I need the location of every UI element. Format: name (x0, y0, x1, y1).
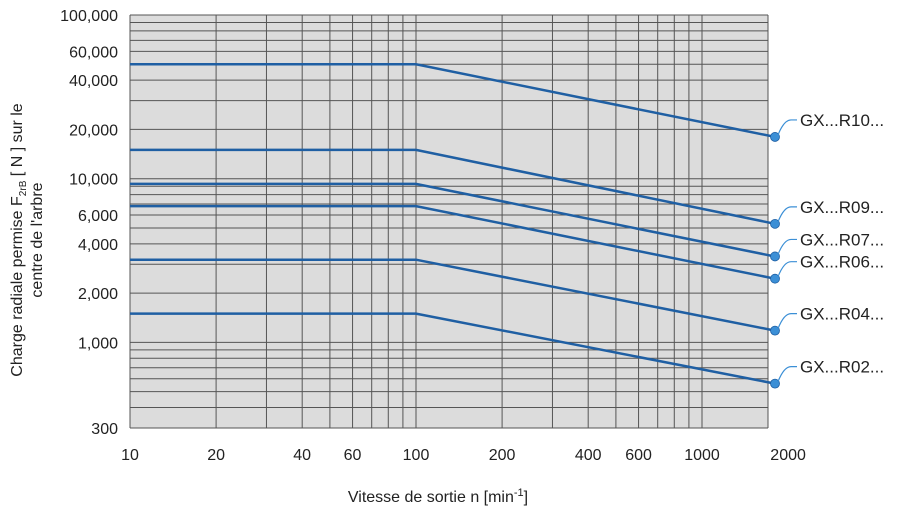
svg-text:centre de l'arbre: centre de l'arbre (29, 182, 46, 297)
x-tick-label: 20 (207, 447, 225, 464)
x-tick-label: 1000 (684, 447, 720, 464)
y-tick-label: 1,000 (78, 335, 118, 352)
label-leader-line (777, 366, 798, 382)
series-label: GX...R10... (800, 111, 884, 130)
series-label: GX...R04... (800, 305, 884, 324)
series-line (130, 182, 776, 258)
x-tick-label: 200 (489, 447, 516, 464)
grid-lines (129, 14, 769, 429)
x-tick-labels: 10 20 40 60 100 200 400 600 1000 2000 (121, 447, 806, 464)
svg-text:Charge radiale permise F2rB [: Charge radiale permise F2rB [ N ] sur le (9, 103, 29, 377)
series-line (130, 63, 776, 139)
series-end-marker (770, 251, 780, 262)
series-line (130, 148, 776, 226)
series-end-marker (770, 273, 780, 284)
y-tick-label: 10,000 (69, 172, 118, 189)
series-end-marker (770, 132, 780, 142)
y-tick-label: 4,000 (78, 237, 118, 254)
label-leader-line (777, 206, 798, 223)
x-tick-label: 400 (575, 447, 602, 464)
y-tick-label: 40,000 (69, 73, 118, 90)
series-line (130, 312, 776, 385)
series-line (130, 204, 776, 280)
x-tick-label: 40 (293, 447, 311, 464)
x-tick-label: 10 (121, 447, 139, 464)
y-tick-label: 2,000 (78, 286, 118, 303)
series-label: GX...R09... (800, 198, 884, 217)
x-tick-label: 60 (344, 447, 362, 464)
series-labels: GX...R10... GX...R09... GX...R07... GX...R0… (777, 111, 884, 382)
series-end-marker (770, 378, 780, 389)
series-line (130, 258, 776, 332)
plot-background (130, 15, 768, 428)
y-tick-label: 300 (91, 421, 118, 438)
y-tick-label: 60,000 (69, 44, 118, 61)
series-label: GX...R06... (800, 253, 884, 272)
series-label: GX...R02... (800, 358, 884, 377)
y-tick-label: 20,000 (69, 122, 118, 139)
x-tick-label: 600 (625, 447, 652, 464)
series-lines (130, 63, 780, 389)
y-axis-label: Charge radiale permise F2rB [ N ] sur le… (9, 103, 46, 377)
y-tick-label: 100,000 (60, 8, 118, 25)
label-leader-line (777, 313, 798, 329)
x-axis-label: Vitesse de sortie n [min-1] (348, 487, 528, 506)
label-leader-line (777, 261, 798, 277)
x-tick-label: 2000 (770, 447, 806, 464)
y-tick-labels: 300 1,000 2,000 4,000 6,000 10,000 20,000 40,00… (60, 8, 118, 438)
series-label: GX...R07... (800, 230, 884, 249)
y-tick-label: 6,000 (78, 208, 118, 225)
series-end-marker (770, 325, 780, 336)
series-end-marker (770, 218, 780, 229)
x-tick-label: 100 (403, 447, 430, 464)
label-leader-line (777, 238, 798, 255)
label-leader-line (777, 119, 798, 136)
